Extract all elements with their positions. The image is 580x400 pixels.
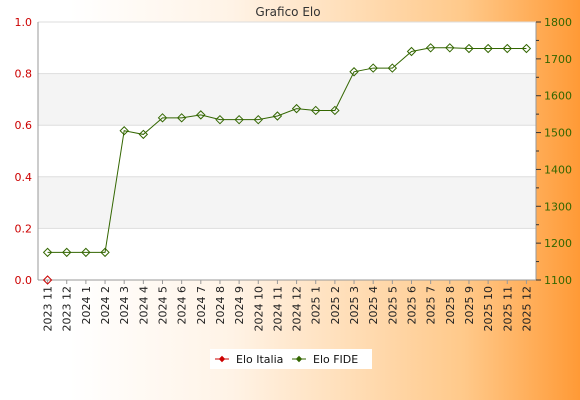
data-point xyxy=(81,247,91,258)
data-point xyxy=(521,43,532,54)
data-point xyxy=(502,43,512,54)
left-axis-ticks: 0.0 0.2 0.4 0.6 0.8 1.0 xyxy=(15,16,33,287)
data-point xyxy=(42,247,53,258)
x-tick-label: 2024 3 xyxy=(118,286,131,325)
data-point xyxy=(311,105,321,116)
data-point xyxy=(196,110,206,120)
data-point xyxy=(464,43,474,54)
right-tick-label: 1500 xyxy=(544,127,572,140)
x-tick-label: 2025 7 xyxy=(425,286,438,325)
x-axis-ticks: 2023 11 2023 12 2024 1 2024 2 2024 3 2024 4 20… xyxy=(42,280,533,332)
x-tick-label: 2025 9 xyxy=(463,286,476,325)
x-tick-label: 2025 10 xyxy=(482,286,495,332)
data-point xyxy=(253,114,263,125)
data-point xyxy=(157,113,168,123)
data-point xyxy=(272,111,283,121)
data-point xyxy=(387,63,398,73)
left-tick-label: 0.8 xyxy=(15,68,33,81)
left-tick-label: 1.0 xyxy=(15,16,33,29)
legend-swatch-marker xyxy=(295,355,303,363)
chart-title: Grafico Elo xyxy=(255,5,320,19)
x-tick-label: 2023 12 xyxy=(61,286,74,332)
right-tick-label: 1300 xyxy=(544,200,572,213)
data-point xyxy=(42,275,53,285)
plot-area xyxy=(38,22,536,280)
x-tick-label: 2025 5 xyxy=(386,286,399,325)
x-tick-label: 2024 2 xyxy=(99,286,112,325)
x-tick-label: 2025 12 xyxy=(520,286,533,332)
data-point xyxy=(330,105,340,116)
x-tick-label: 2024 10 xyxy=(252,286,265,332)
right-tick-label: 1600 xyxy=(544,90,572,103)
x-tick-label: 2024 5 xyxy=(157,286,170,325)
series-layer xyxy=(42,43,532,285)
right-axis-ticks: 1100 1200 1300 1400 1500 1600 1700 1800 xyxy=(536,16,572,287)
legend-box xyxy=(210,349,372,369)
legend: Elo Italia Elo FIDE xyxy=(210,349,372,369)
left-tick-label: 0.6 xyxy=(15,119,33,132)
plot-bands xyxy=(38,73,536,229)
x-tick-label: 2024 6 xyxy=(176,286,189,325)
data-point xyxy=(176,113,187,123)
data-point xyxy=(138,129,149,140)
left-tick-label: 0.0 xyxy=(15,274,33,287)
right-tick-label: 1700 xyxy=(544,53,572,66)
right-tick-label: 1400 xyxy=(544,163,572,176)
data-point xyxy=(425,43,436,53)
x-tick-label: 2023 11 xyxy=(42,286,55,332)
data-point xyxy=(483,43,493,54)
left-tick-label: 0.4 xyxy=(15,171,33,184)
x-tick-label: 2024 7 xyxy=(195,286,208,325)
left-tick-label: 0.2 xyxy=(15,222,33,235)
x-tick-label: 2025 8 xyxy=(444,286,457,325)
x-tick-label: 2025 3 xyxy=(348,286,361,325)
right-tick-label: 1800 xyxy=(544,16,572,29)
x-tick-label: 2024 4 xyxy=(137,286,150,325)
data-point xyxy=(100,247,110,258)
x-tick-label: 2024 9 xyxy=(233,286,246,325)
grid-band xyxy=(38,176,536,229)
legend-swatch-marker xyxy=(218,355,226,363)
x-tick-label: 2024 11 xyxy=(271,286,284,332)
data-point xyxy=(119,126,129,136)
data-point xyxy=(291,103,302,114)
x-tick-label: 2025 2 xyxy=(329,286,342,325)
x-tick-label: 2025 1 xyxy=(310,286,323,325)
right-tick-label: 1100 xyxy=(544,274,572,287)
x-tick-label: 2025 6 xyxy=(406,286,419,325)
data-point xyxy=(406,46,417,57)
x-tick-label: 2025 11 xyxy=(501,286,514,332)
x-tick-label: 2024 8 xyxy=(214,286,227,325)
data-point xyxy=(445,43,455,53)
legend-label: Elo FIDE xyxy=(313,353,358,366)
x-tick-label: 2024 1 xyxy=(80,286,93,325)
data-point xyxy=(368,63,378,73)
legend-label: Elo Italia xyxy=(236,353,283,366)
data-point xyxy=(349,67,359,77)
x-tick-label: 2024 12 xyxy=(291,286,304,332)
data-point xyxy=(62,247,72,258)
data-point xyxy=(234,114,244,125)
x-tick-label: 2025 4 xyxy=(367,286,380,325)
data-point xyxy=(215,114,225,125)
grid-band xyxy=(38,73,536,126)
right-tick-label: 1200 xyxy=(544,237,572,250)
